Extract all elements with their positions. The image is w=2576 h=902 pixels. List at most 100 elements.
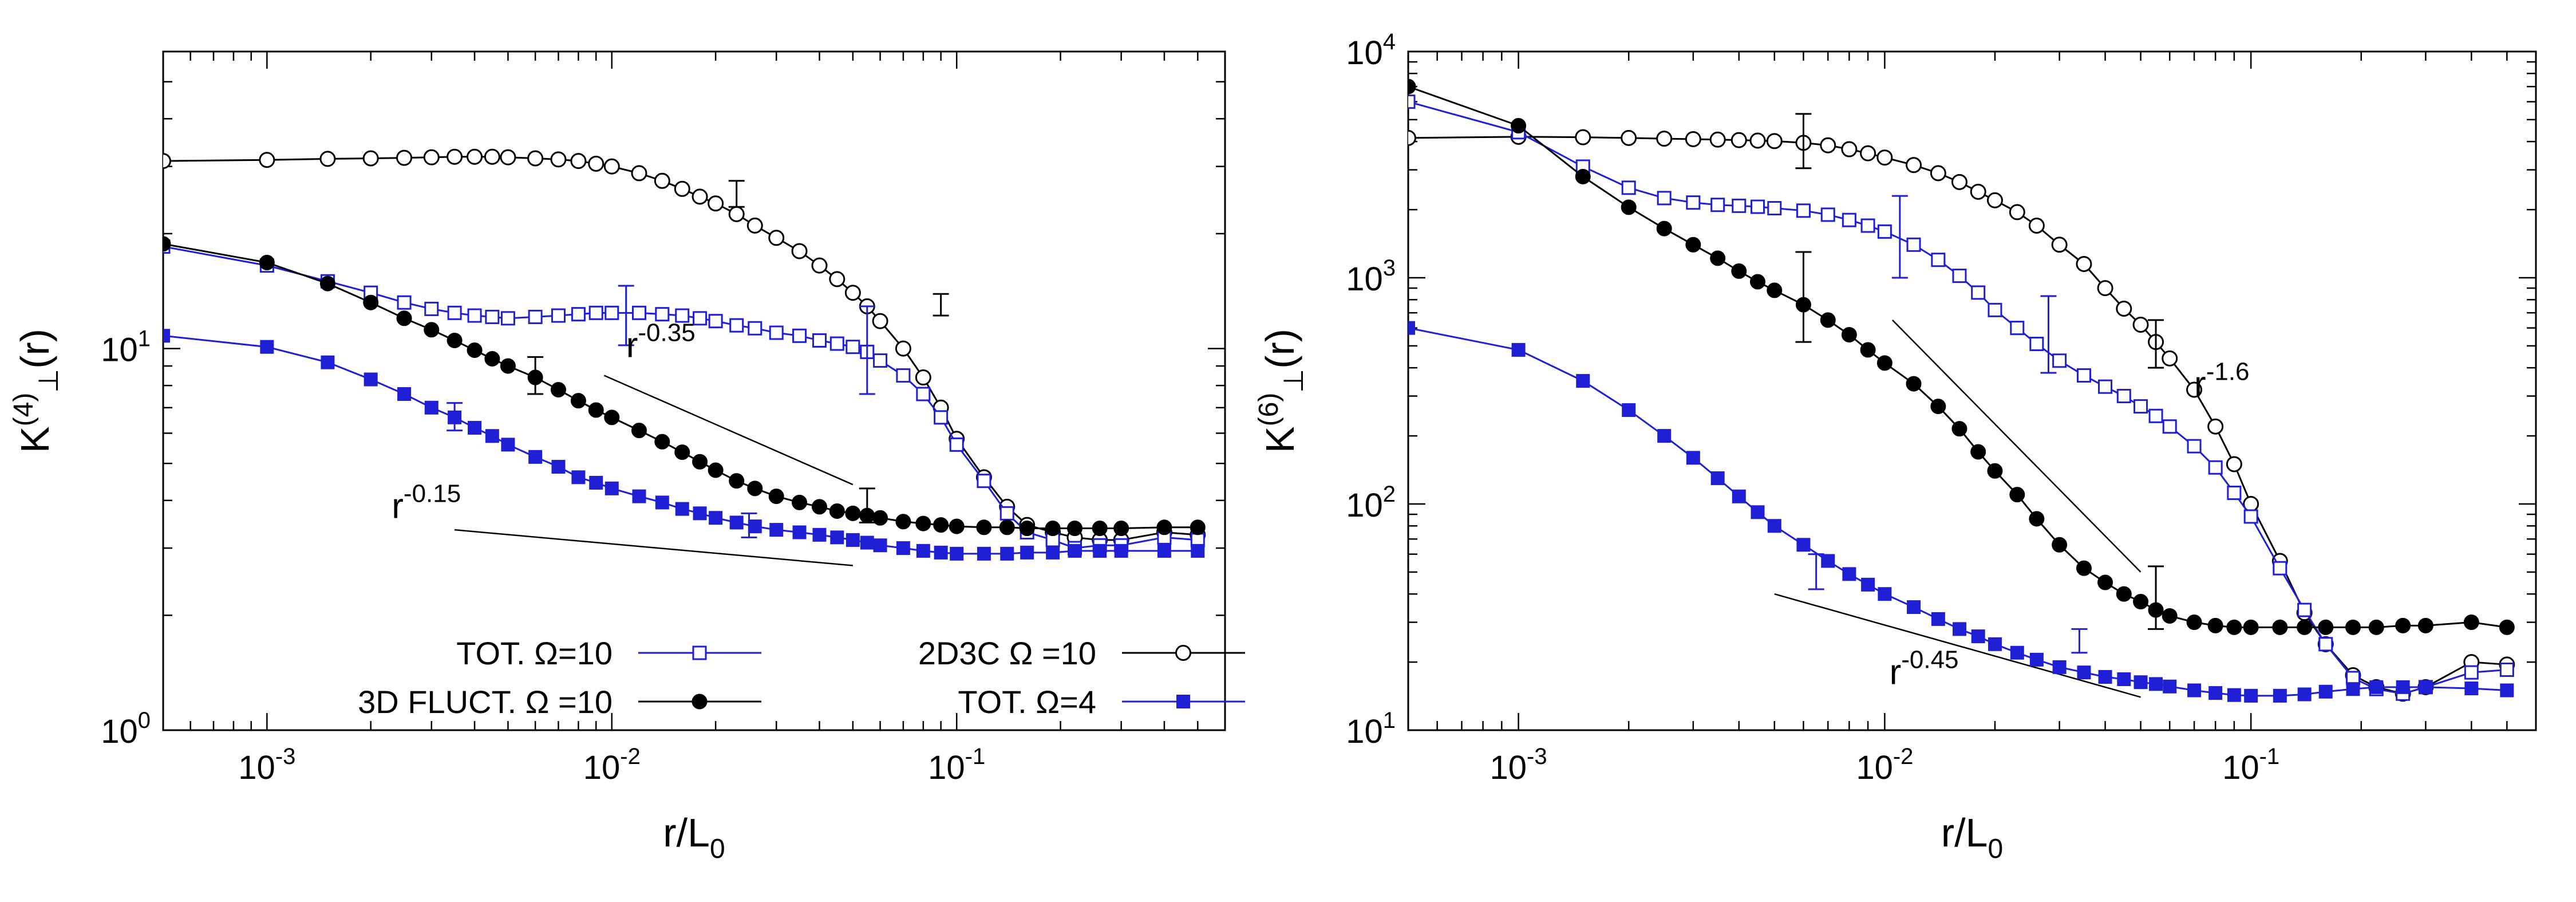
data-point bbox=[484, 148, 500, 165]
powerlaw-guide-line bbox=[455, 529, 853, 566]
y-axis-label: K(4)⊥(r) bbox=[9, 329, 64, 453]
data-point bbox=[362, 150, 379, 167]
data-point bbox=[895, 340, 911, 357]
data-point bbox=[2318, 637, 2333, 652]
data-point bbox=[447, 148, 463, 165]
data-point bbox=[769, 325, 784, 340]
data-point bbox=[1988, 637, 2002, 651]
data-point bbox=[846, 340, 860, 355]
data-point bbox=[1842, 212, 1856, 227]
powerlaw-label: r-1.6 bbox=[2194, 358, 2249, 404]
data-point bbox=[2500, 683, 2514, 698]
legend-marker bbox=[1175, 645, 1191, 661]
data-point bbox=[1930, 399, 1946, 415]
powerlaw-guide-line bbox=[603, 375, 854, 486]
series-3 bbox=[163, 329, 1205, 561]
data-point bbox=[528, 309, 543, 324]
data-point bbox=[2162, 608, 2178, 624]
data-point bbox=[2318, 684, 2333, 699]
data-point bbox=[1860, 342, 1876, 358]
data-point bbox=[792, 494, 808, 510]
data-point bbox=[397, 295, 412, 310]
data-point bbox=[1951, 421, 1967, 437]
data-point bbox=[423, 149, 440, 166]
data-point bbox=[915, 369, 931, 386]
data-point bbox=[2273, 561, 2287, 576]
series-2 bbox=[1408, 78, 2515, 635]
data-point bbox=[631, 165, 647, 182]
data-point bbox=[1113, 521, 1129, 537]
data-point bbox=[632, 489, 646, 503]
data-point bbox=[2009, 487, 2025, 503]
data-point bbox=[1767, 519, 1781, 533]
series-1 bbox=[1408, 94, 2514, 701]
data-point bbox=[2010, 321, 2025, 336]
data-point bbox=[1751, 199, 1765, 214]
data-point bbox=[873, 538, 887, 553]
data-point bbox=[1621, 199, 1637, 215]
data-point bbox=[1685, 131, 1701, 147]
data-point bbox=[873, 353, 888, 368]
data-point bbox=[2116, 389, 2131, 404]
data-point bbox=[949, 437, 964, 452]
data-point bbox=[768, 230, 785, 246]
data-point bbox=[2244, 688, 2258, 703]
data-point bbox=[1709, 131, 1726, 148]
data-point bbox=[364, 372, 378, 387]
data-point bbox=[603, 158, 620, 175]
data-point bbox=[1657, 191, 1672, 206]
y-tick-label: 101 bbox=[1346, 708, 1396, 750]
data-point bbox=[467, 308, 482, 323]
data-point bbox=[846, 533, 860, 547]
data-point bbox=[447, 332, 463, 348]
data-point bbox=[896, 368, 911, 383]
data-point bbox=[1931, 253, 1946, 267]
data-point bbox=[1930, 165, 1946, 182]
data-point bbox=[1821, 554, 1835, 568]
data-point bbox=[2273, 688, 2287, 703]
data-point bbox=[2076, 560, 2092, 576]
data-point bbox=[424, 400, 438, 415]
data-point bbox=[1093, 543, 1107, 558]
data-point bbox=[1408, 94, 1416, 109]
data-point bbox=[2076, 368, 2091, 383]
data-point bbox=[2297, 687, 2312, 702]
data-point bbox=[551, 308, 566, 323]
data-point bbox=[2098, 669, 2112, 684]
data-point bbox=[2226, 456, 2242, 472]
data-point bbox=[1970, 183, 1986, 200]
data-point bbox=[692, 454, 708, 470]
data-point bbox=[2297, 619, 2313, 635]
data-point bbox=[1408, 129, 1416, 146]
data-point bbox=[1732, 489, 1746, 503]
x-tick-label: 10-3 bbox=[1490, 744, 1547, 786]
data-point bbox=[845, 505, 861, 521]
plot-frame bbox=[162, 50, 1226, 731]
y-tick-label: 104 bbox=[1346, 29, 1396, 72]
data-point bbox=[2163, 679, 2177, 694]
data-point bbox=[2098, 379, 2113, 394]
data-point bbox=[1045, 521, 1061, 537]
data-point bbox=[447, 305, 462, 320]
data-point bbox=[747, 480, 763, 497]
data-point bbox=[693, 506, 707, 521]
data-point bbox=[1970, 444, 1986, 460]
data-point bbox=[1988, 302, 2002, 317]
data-point bbox=[2208, 686, 2223, 700]
powerlaw-guide-line bbox=[1774, 593, 2141, 698]
data-point bbox=[829, 336, 844, 351]
data-point bbox=[605, 481, 619, 495]
data-point bbox=[2028, 217, 2045, 234]
data-point bbox=[2346, 682, 2360, 696]
data-point bbox=[830, 530, 844, 545]
data-point bbox=[812, 333, 827, 348]
data-point bbox=[2052, 353, 2067, 368]
data-point bbox=[1820, 207, 1835, 222]
data-point bbox=[708, 314, 723, 329]
series-line bbox=[1408, 85, 2507, 628]
data-point bbox=[1750, 274, 1766, 290]
chart-panel-left: 10-3 10-2 10-1 100 101 r/L0 K(4)⊥(r) r-0.35 r-0.… bbox=[9, 50, 1245, 864]
data-point bbox=[655, 495, 669, 510]
y-tick-label: 101 bbox=[101, 326, 151, 369]
data-point bbox=[1820, 312, 1836, 328]
